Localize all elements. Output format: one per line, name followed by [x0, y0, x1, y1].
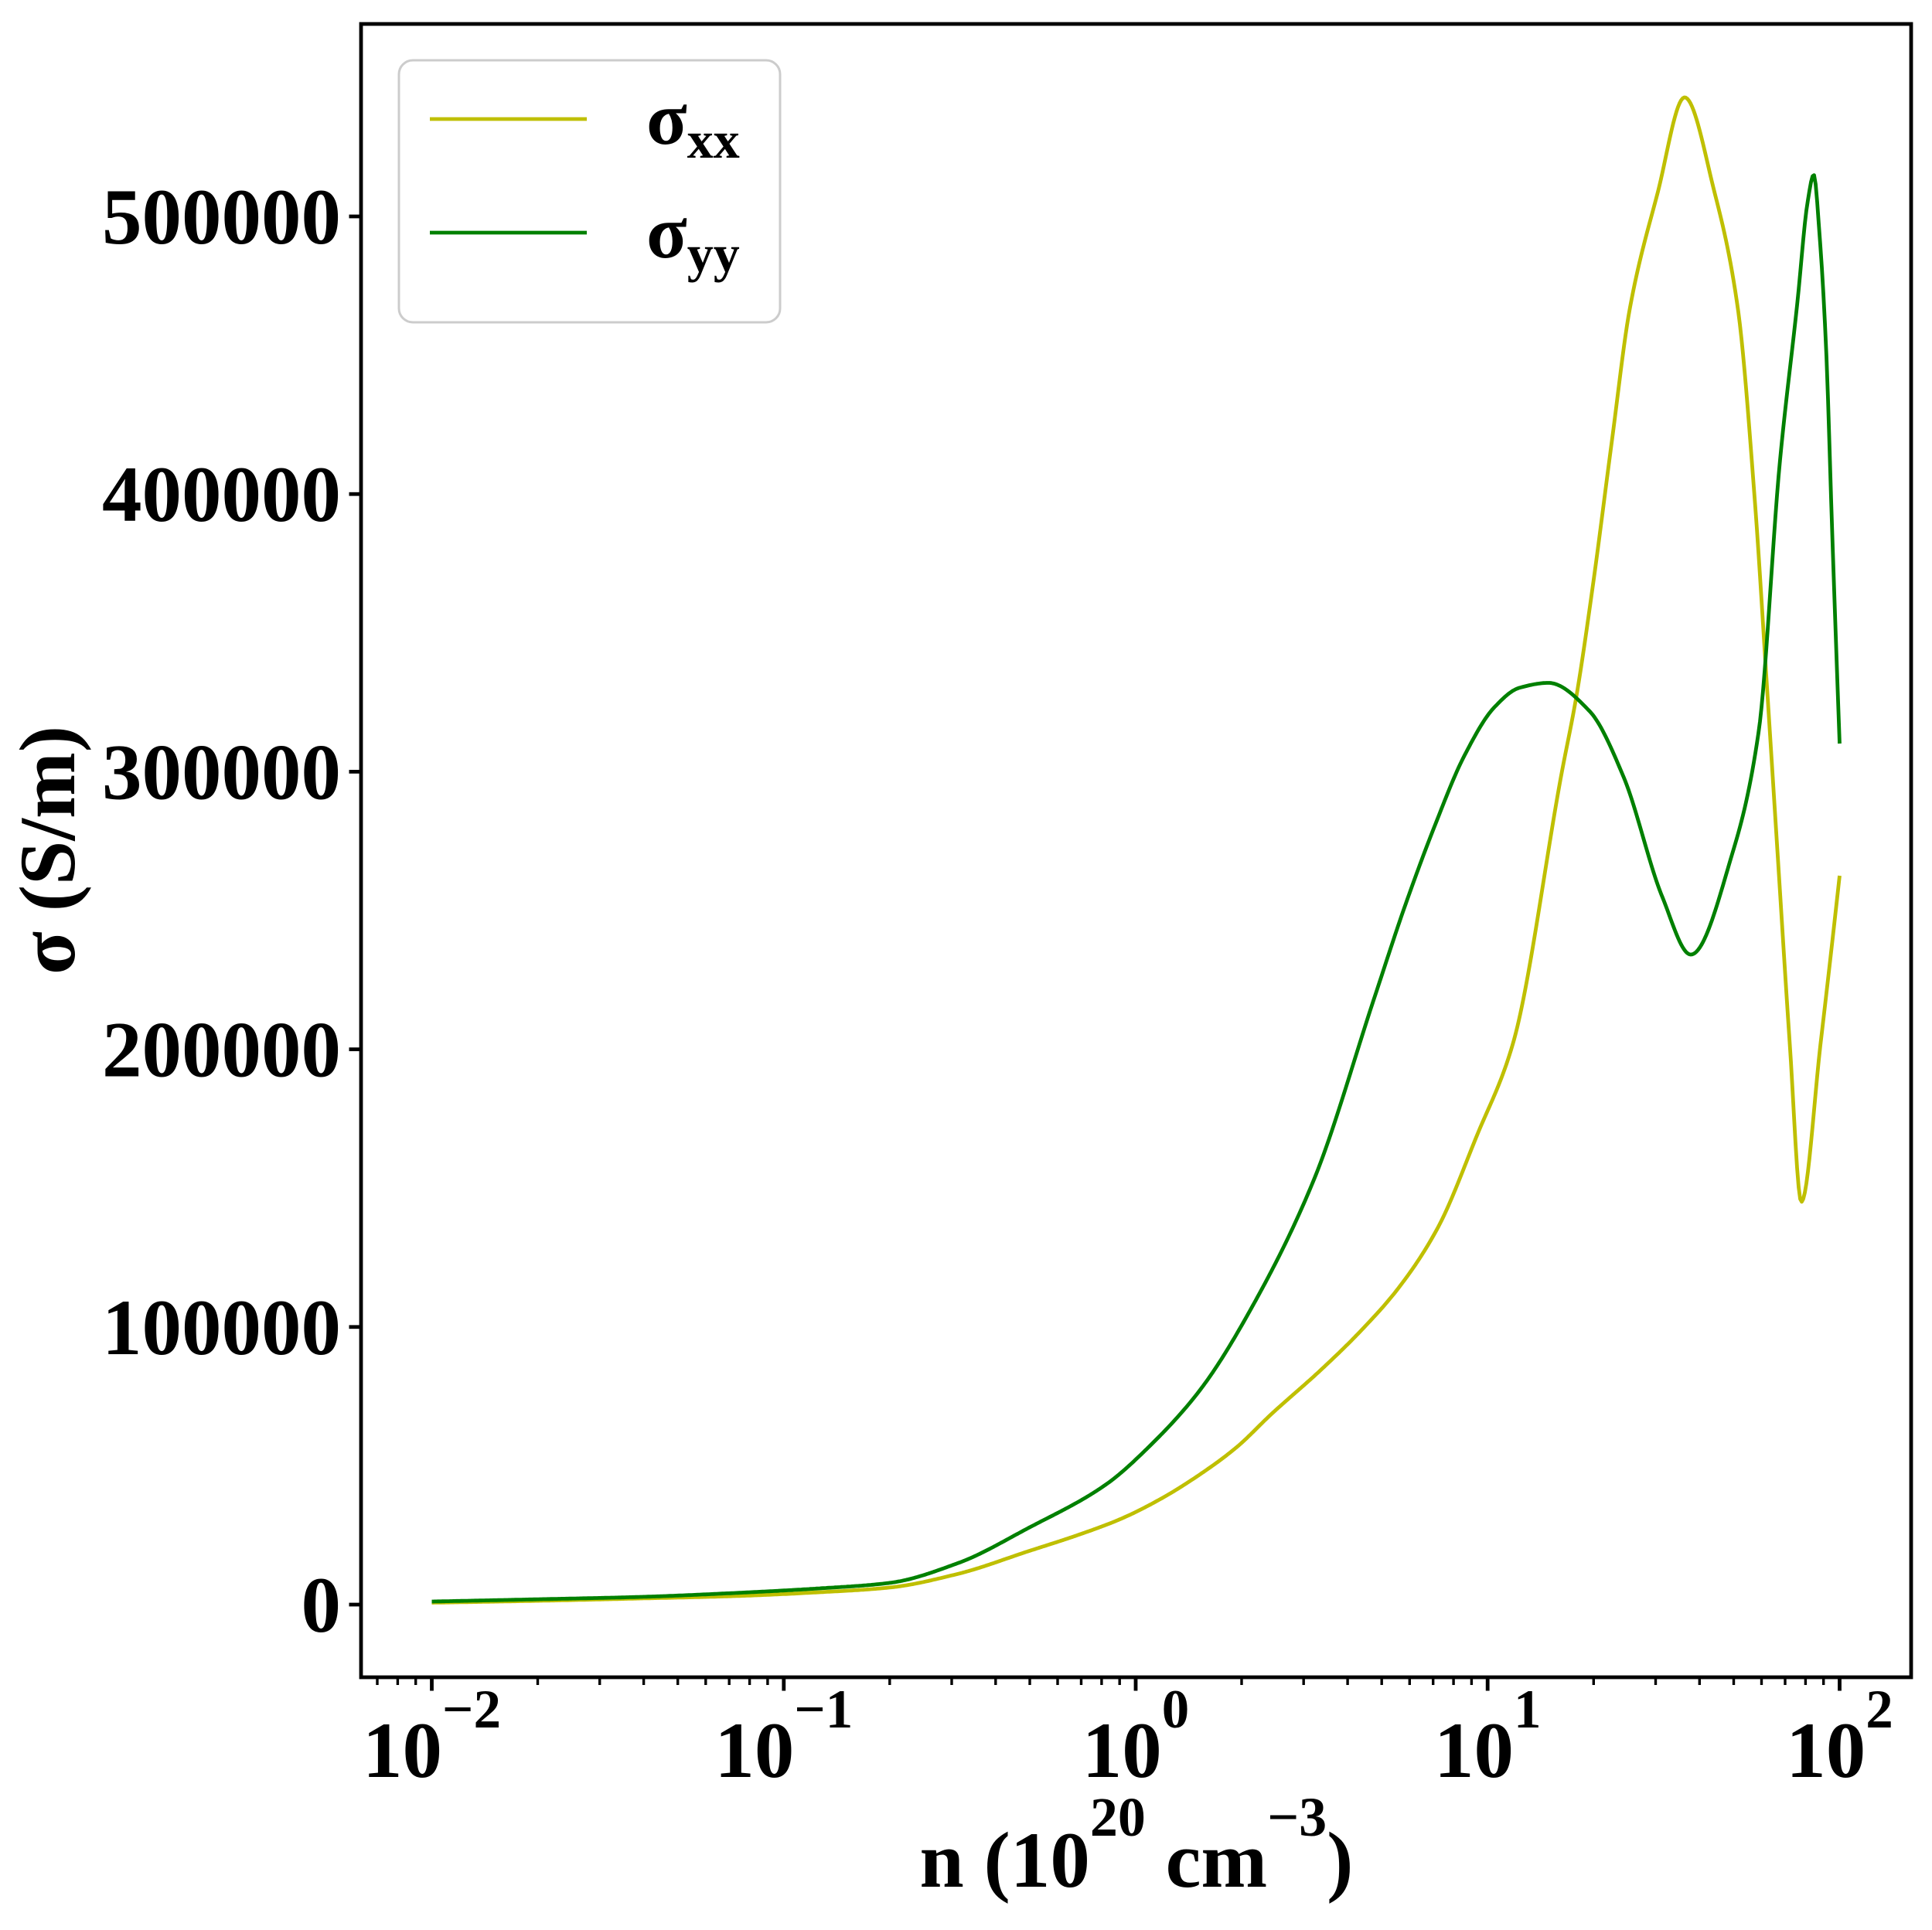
svg-text:σ (S/m): σ (S/m)	[4, 726, 92, 975]
svg-text:200000: 200000	[102, 1006, 341, 1094]
svg-text:300000: 300000	[102, 728, 341, 816]
svg-text:400000: 400000	[102, 451, 341, 539]
svg-text:100000: 100000	[102, 1284, 341, 1372]
svg-text:0: 0	[302, 1561, 342, 1649]
svg-text:500000: 500000	[102, 173, 341, 261]
